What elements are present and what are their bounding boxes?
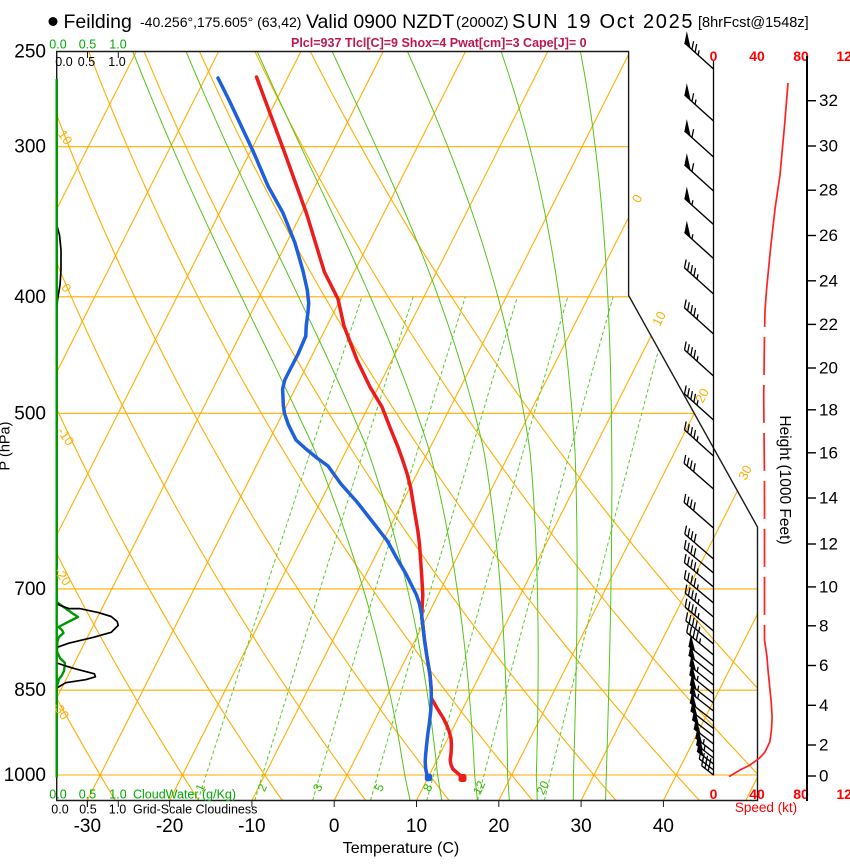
svg-text:(2000Z): (2000Z) (456, 14, 509, 31)
svg-text:Speed (kt): Speed (kt) (735, 800, 797, 815)
svg-text:12: 12 (470, 778, 488, 796)
svg-text:Feilding: Feilding (64, 11, 132, 33)
svg-text:CloudWater (g/Kg): CloudWater (g/Kg) (133, 788, 236, 802)
svg-text:P (hPa): P (hPa) (0, 422, 14, 471)
svg-text:22: 22 (819, 315, 838, 334)
svg-text:80: 80 (793, 786, 809, 802)
svg-text:20: 20 (534, 778, 552, 796)
svg-text:120: 120 (836, 48, 850, 64)
svg-text:250: 250 (14, 42, 46, 63)
svg-text:24: 24 (819, 271, 838, 290)
svg-text:0.0: 0.0 (49, 788, 66, 802)
svg-text:120: 120 (836, 786, 850, 802)
svg-text:8: 8 (819, 616, 828, 635)
svg-text:10: 10 (55, 127, 76, 147)
svg-text:0.5: 0.5 (79, 788, 96, 802)
svg-text:18: 18 (819, 400, 838, 419)
svg-text:0.0: 0.0 (51, 803, 68, 817)
svg-text:-20: -20 (156, 816, 183, 837)
svg-text:40: 40 (749, 48, 765, 64)
svg-text:-10: -10 (238, 816, 265, 837)
svg-text:16: 16 (819, 443, 838, 462)
svg-text:Grid-Scale Cloudiness: Grid-Scale Cloudiness (133, 803, 257, 817)
svg-text:30: 30 (571, 816, 592, 837)
svg-text:32: 32 (819, 91, 838, 110)
svg-text:26: 26 (819, 226, 838, 245)
svg-text:1000: 1000 (4, 765, 46, 786)
svg-text:40: 40 (653, 816, 674, 837)
svg-text:10: 10 (649, 309, 669, 329)
svg-text:0.0: 0.0 (55, 55, 72, 69)
svg-text:400: 400 (14, 287, 46, 308)
svg-text:0.5: 0.5 (79, 38, 96, 52)
svg-text:4: 4 (819, 696, 828, 715)
svg-text:20: 20 (819, 358, 838, 377)
svg-text:0.5: 0.5 (78, 55, 95, 69)
svg-text:Temperature (C): Temperature (C) (343, 840, 459, 857)
svg-text:-40.256°,175.605° (63,42): -40.256°,175.605° (63,42) (140, 14, 301, 30)
svg-text:20: 20 (692, 386, 712, 406)
svg-text:1.0: 1.0 (109, 38, 126, 52)
svg-text:6: 6 (819, 656, 828, 675)
svg-text:0.5: 0.5 (79, 803, 96, 817)
svg-text:30: 30 (735, 463, 755, 483)
svg-text:20: 20 (488, 816, 509, 837)
svg-text:Height (1000 Feet): Height (1000 Feet) (776, 415, 793, 544)
svg-text:SUN 19 Oct 2025: SUN 19 Oct 2025 (512, 11, 694, 33)
svg-text:Plcl=937 Tlcl[C]=9 Shox=4 Pwat: Plcl=937 Tlcl[C]=9 Shox=4 Pwat[cm]=3 Cap… (291, 36, 587, 50)
svg-text:10: 10 (819, 577, 838, 596)
svg-text:0: 0 (819, 766, 828, 785)
svg-text:0: 0 (710, 786, 718, 802)
svg-text:0.0: 0.0 (49, 38, 66, 52)
svg-text:2: 2 (819, 735, 828, 754)
svg-text:Valid 0900 NZDT: Valid 0900 NZDT (306, 11, 454, 33)
svg-text:[8hrFcst@1548z]: [8hrFcst@1548z] (698, 15, 809, 31)
svg-text:0: 0 (710, 48, 718, 64)
svg-text:40: 40 (749, 786, 765, 802)
svg-text:300: 300 (14, 137, 46, 158)
svg-text:0: 0 (329, 816, 340, 837)
svg-text:10: 10 (406, 816, 427, 837)
svg-text:1.0: 1.0 (109, 803, 126, 817)
svg-text:850: 850 (14, 680, 46, 701)
svg-text:1.0: 1.0 (108, 55, 125, 69)
svg-text:1.0: 1.0 (109, 788, 126, 802)
svg-text:30: 30 (819, 136, 838, 155)
svg-text:12: 12 (819, 534, 838, 553)
svg-text:500: 500 (14, 403, 46, 424)
svg-text:80: 80 (793, 48, 809, 64)
svg-text:700: 700 (14, 579, 46, 600)
svg-text:14: 14 (819, 488, 838, 507)
svg-text:-30: -30 (74, 816, 101, 837)
svg-text:28: 28 (819, 181, 838, 200)
